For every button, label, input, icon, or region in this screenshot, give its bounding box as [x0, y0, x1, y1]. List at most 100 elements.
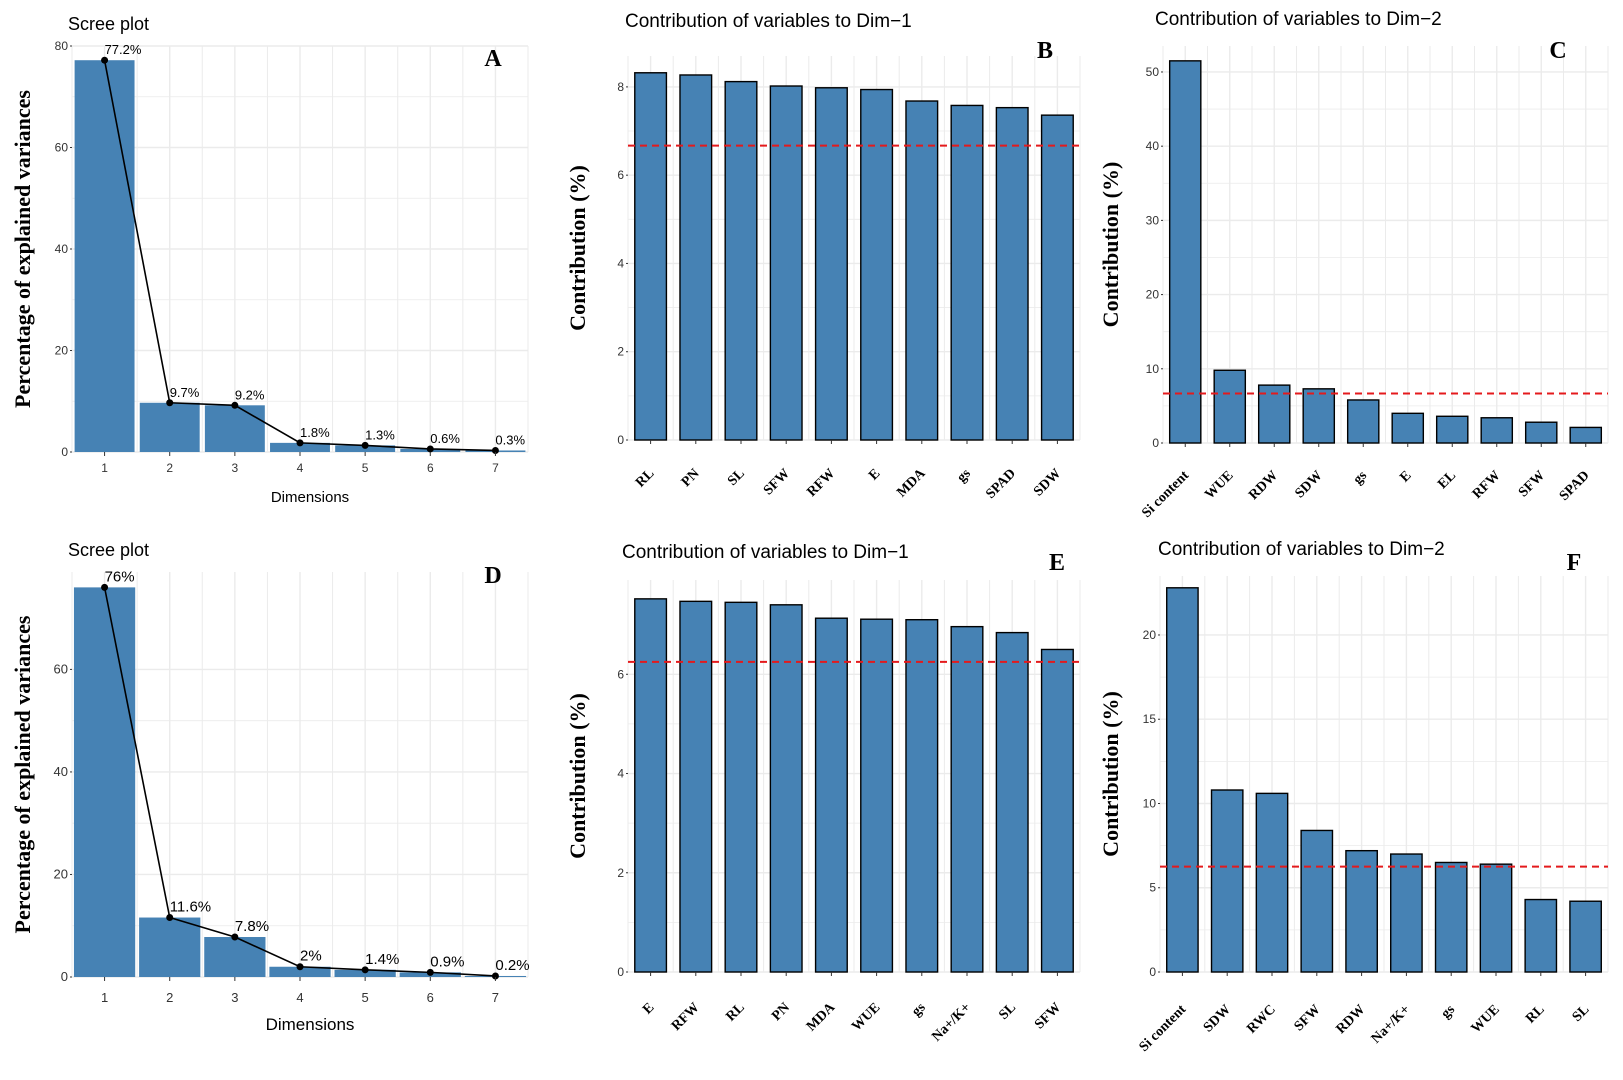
y-tick-label: 0: [61, 969, 68, 984]
variance-point: [231, 401, 239, 409]
bar: [1300, 829, 1334, 973]
y-tick-label: 30: [1146, 213, 1160, 227]
y-axis-ticks: 0 10 20 30 40 50: [1146, 65, 1163, 450]
y-axis-ticks: 0 2 4 6: [617, 667, 628, 979]
y-tick-label: 0: [617, 965, 624, 979]
panel-e: 0 2 4 6 E RFW RL PN MDA WUE gs Na+/K+ SL SFW Contribut…: [565, 542, 1081, 1045]
bar: [769, 85, 803, 441]
x-tick-label: gs: [1439, 1002, 1459, 1022]
y-tick-label: 5: [1149, 881, 1156, 895]
x-tick-label: gs: [954, 466, 974, 486]
x-tick-label: E: [1397, 468, 1414, 485]
x-tick-label: RFW: [805, 466, 839, 500]
y-axis-title: Contribution (%): [565, 693, 590, 859]
x-tick-label: 5: [362, 461, 369, 475]
y-tick-label: 10: [1143, 796, 1157, 810]
x-axis-title: Dimensions: [271, 489, 349, 506]
x-tick-label: RL: [723, 1000, 747, 1024]
y-tick-label: 6: [617, 667, 624, 681]
bar: [1166, 587, 1199, 973]
x-tick-label: SDW: [1292, 468, 1325, 501]
y-tick-label: 20: [54, 866, 68, 881]
x-tick-label: 1: [101, 461, 108, 475]
bar: [860, 618, 894, 973]
bar: [634, 72, 668, 441]
bar: [74, 60, 135, 453]
x-tick-label: SPAD: [983, 466, 1019, 502]
x-tick-label: 4: [296, 990, 303, 1005]
data-label: 0.6%: [430, 431, 460, 446]
y-axis-title: Contribution (%): [1098, 691, 1123, 857]
bar: [1569, 900, 1602, 973]
variance-point: [296, 439, 304, 447]
bars: [634, 598, 1074, 973]
x-tick-label: SL: [1570, 1002, 1593, 1025]
x-tick-label: 2: [166, 990, 173, 1005]
x-tick-label: 5: [362, 990, 369, 1005]
x-tick-label: 4: [297, 461, 304, 475]
y-axis-ticks: 0 5 10 15 20: [1143, 628, 1160, 979]
y-tick-label: 80: [55, 39, 69, 53]
panel-letter: B: [1037, 38, 1053, 64]
x-tick-label: RL: [1523, 1002, 1547, 1026]
bar: [1346, 399, 1380, 444]
gridlines: [71, 572, 529, 978]
chart-title: Contribution of variables to Dim−2: [1155, 9, 1442, 30]
bar: [950, 104, 984, 441]
bar: [270, 442, 330, 452]
panel-letter: C: [1549, 38, 1566, 64]
chart-title: Scree plot: [68, 14, 149, 34]
y-tick-label: 4: [617, 767, 624, 781]
x-tick-label: MDA: [804, 1000, 839, 1035]
bar: [860, 88, 894, 441]
bar: [995, 106, 1029, 441]
variance-point: [426, 968, 434, 976]
x-tick-label: SFW: [1516, 468, 1548, 500]
bar: [769, 604, 803, 973]
y-axis-title: Percentage of explained variances: [10, 90, 35, 408]
x-axis-title: Dimensions: [266, 1015, 355, 1034]
chart-title: Contribution of variables to Dim−1: [625, 11, 912, 32]
panel-letter: D: [484, 563, 501, 589]
x-tick-label: SFW: [1292, 1002, 1324, 1034]
bar: [1569, 426, 1603, 444]
bar: [269, 966, 331, 977]
data-label: 2%: [300, 948, 322, 965]
bar: [1040, 648, 1074, 973]
bar: [1524, 898, 1558, 973]
x-tick-label: Na+/K+: [929, 1000, 973, 1044]
y-tick-label: 40: [54, 764, 68, 779]
bar: [1213, 369, 1247, 444]
panel-d: 0 20 40 60 76% 11.6% 7.8% 2% 1.4% 0.9% 0.2% 1 2 3 4 5 6 7…: [10, 540, 530, 1034]
gridlines: [1162, 46, 1609, 444]
y-axis-ticks: 0 20 40 60 80: [55, 39, 72, 459]
x-tick-label: 6: [427, 990, 434, 1005]
x-tick-label: 6: [427, 461, 434, 475]
bar: [905, 618, 939, 973]
data-label: 1.3%: [365, 427, 395, 442]
y-tick-label: 8: [617, 80, 624, 94]
bar: [1257, 384, 1291, 444]
bar: [634, 598, 668, 973]
y-tick-label: 50: [1146, 65, 1160, 79]
bar: [73, 587, 136, 977]
x-tick-label: RL: [633, 466, 657, 490]
y-tick-label: 2: [617, 866, 624, 880]
x-tick-label: SDW: [1201, 1002, 1234, 1035]
x-tick-label: EL: [1435, 468, 1459, 492]
x-tick-label: Si content: [1137, 1002, 1190, 1055]
bar: [905, 100, 939, 441]
variance-point: [491, 446, 499, 454]
variance-point: [361, 966, 369, 974]
bar: [1255, 792, 1289, 973]
x-tick-label: 3: [231, 990, 238, 1005]
y-tick-label: 20: [1143, 628, 1157, 642]
chart-title: Scree plot: [68, 540, 149, 560]
y-tick-label: 20: [1146, 288, 1160, 302]
panel-letter: F: [1567, 550, 1582, 576]
y-tick-label: 20: [55, 344, 69, 358]
x-tick-label: 2: [166, 461, 173, 475]
x-tick-label: SDW: [1031, 466, 1064, 499]
variance-point: [101, 56, 109, 64]
bar: [814, 87, 848, 441]
